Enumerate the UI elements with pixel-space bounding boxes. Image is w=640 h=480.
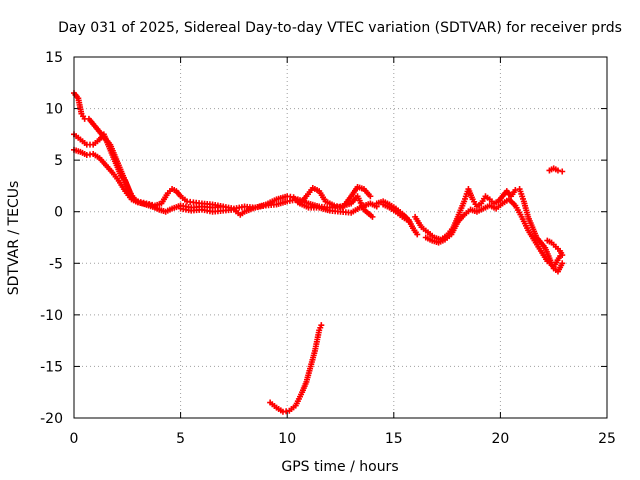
y-tick-label: -15 [40,359,63,375]
series-track-j [544,237,566,259]
data-points [71,90,566,415]
data-point [559,252,566,259]
x-axis-title: GPS time / hours [281,459,398,475]
data-point [405,217,412,224]
y-tick-label: 15 [45,50,63,66]
y-tick-label: -20 [40,411,63,427]
x-tick-label: 20 [491,431,509,447]
series-track-f [373,198,421,238]
y-tick-label: 5 [54,153,63,169]
y-tick-label: -10 [40,308,63,324]
x-tick-label: 25 [598,431,616,447]
y-tick-label: 10 [45,102,63,118]
series-track-g [380,201,412,224]
y-tick-labels: 15 10 5 0 -5 -10 -15 -20 [40,50,63,427]
data-point [414,231,421,238]
data-point [559,168,566,175]
data-point [367,193,374,200]
data-point [318,322,325,329]
data-point [512,187,519,194]
series-track-i [422,196,564,270]
x-tick-label: 5 [176,431,185,447]
y-tick-label: 0 [54,205,63,221]
y-tick-label: -5 [49,256,63,272]
series-track-l [267,322,325,415]
series-track-k [546,165,566,175]
series-track-h [412,186,566,275]
x-tick-label: 10 [278,431,296,447]
plot-frame [73,56,608,419]
x-tick-labels: 0 5 10 15 20 25 [70,431,616,447]
y-axis-title: SDTVAR / TECUs [6,181,22,296]
data-point [559,260,566,267]
data-point [369,213,376,220]
data-point [554,167,561,174]
x-tick-label: 0 [70,431,79,447]
series-track-e [294,199,380,216]
x-tick-label: 15 [385,431,403,447]
chart-title: Day 031 of 2025, Sidereal Day-to-day VTE… [58,20,622,36]
